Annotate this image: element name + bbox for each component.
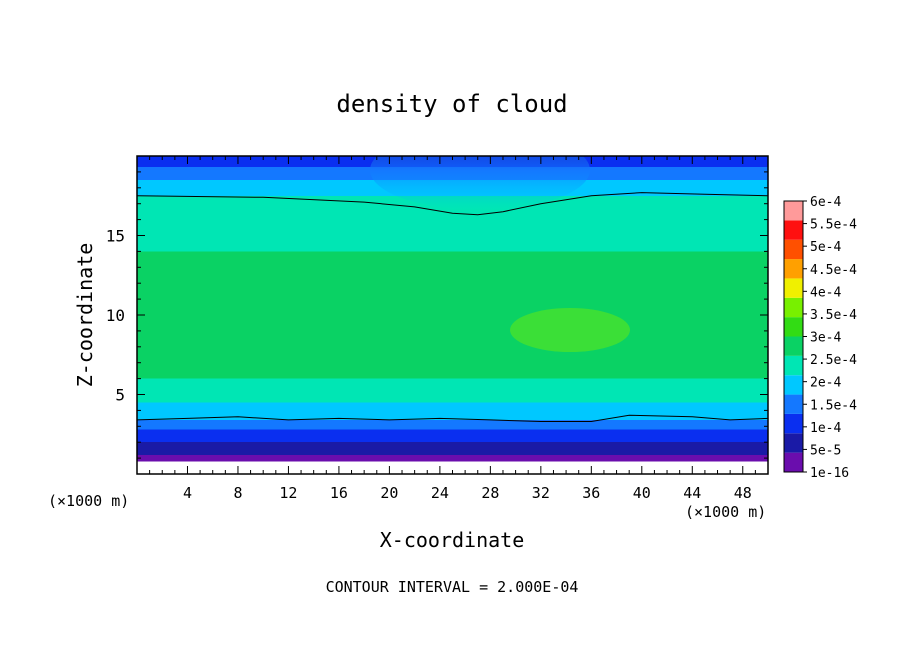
colorbar-label: 5.5e-4 [810, 218, 857, 233]
x-tick-label: 44 [683, 484, 701, 502]
colorbar-swatch [784, 317, 803, 337]
colorbar-swatch [784, 336, 803, 356]
colorbar-label: 1e-4 [810, 421, 841, 436]
x-tick-label: 16 [330, 484, 348, 502]
y-tick-label: 15 [106, 227, 125, 246]
chart-title: density of cloud [336, 90, 567, 118]
colorbar-swatch [784, 278, 803, 298]
contour-line [137, 192, 768, 216]
colorbar-label: 2e-4 [810, 376, 841, 391]
colorbar-swatch [784, 201, 803, 221]
colorbar-swatch [784, 239, 803, 260]
x-tick-label: 24 [431, 484, 449, 502]
colorbar-label: 4e-4 [810, 285, 841, 300]
colorbar: 1e-16 5e-5 1e-4 1.5e-4 2e-4 2.5e-4 3e-4 3.5e-4 4… [783, 195, 857, 481]
x-tick-label: 36 [582, 484, 600, 502]
colorbar-label: 1e-16 [810, 466, 849, 481]
y-axis-label: Z-coordinate [73, 243, 97, 388]
colorbar-label: 1.5e-4 [810, 398, 857, 413]
x-tick-label: 8 [233, 484, 242, 502]
contour-line [137, 414, 768, 422]
x-tick-label: 32 [532, 484, 550, 502]
colorbar-label: 5e-5 [810, 443, 841, 458]
x-tick-label: 4 [183, 484, 192, 502]
plot-area [137, 156, 768, 474]
colorbar-label: 5e-4 [810, 240, 841, 255]
colorbar-swatch [784, 297, 803, 318]
colorbar-swatch [784, 355, 803, 376]
colorbar-swatch [784, 220, 803, 240]
top-dip-region [370, 156, 590, 210]
contour-interval-note: CONTOUR INTERVAL = 2.000E-04 [326, 578, 579, 596]
colorbar-label: 6e-4 [810, 195, 841, 210]
x-tick-label: 48 [734, 484, 752, 502]
colorbar-label: 2.5e-4 [810, 353, 857, 368]
x-tick-label: 12 [279, 484, 297, 502]
y-tick-label: 5 [115, 386, 125, 405]
x-axis-label: X-coordinate [380, 528, 525, 552]
heatmap-field [137, 156, 768, 474]
colorbar-label: 4.5e-4 [810, 263, 857, 278]
colorbar-swatch [784, 452, 803, 472]
x-unit-label-left: (×1000 m) [48, 492, 129, 510]
x-tick-label: 28 [481, 484, 499, 502]
x-tick-label: 20 [380, 484, 398, 502]
colorbar-swatch [784, 433, 803, 453]
core-maximum-region [510, 308, 630, 352]
colorbar-swatch [784, 413, 803, 434]
colorbar-label: 3.5e-4 [810, 308, 857, 323]
colorbar-label: 3e-4 [810, 331, 841, 346]
colorbar-swatch [784, 375, 803, 395]
colorbar-swatch [784, 259, 803, 279]
colorbar-swatch [784, 394, 803, 414]
x-unit-label-right: (×1000 m) [685, 503, 766, 521]
y-tick-label: 10 [106, 306, 125, 325]
x-tick-label: 40 [633, 484, 651, 502]
